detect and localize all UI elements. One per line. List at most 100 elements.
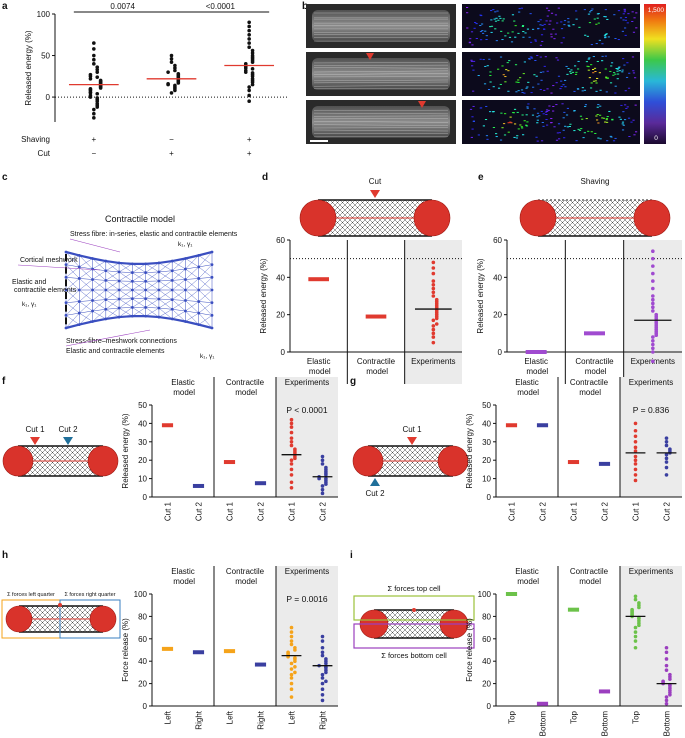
data-point — [664, 698, 669, 703]
vector — [634, 131, 638, 133]
mesh-link — [79, 266, 93, 270]
y-tick-label: 0 — [143, 493, 148, 502]
p-value: 0.0074 — [110, 2, 135, 11]
data-point — [173, 68, 177, 73]
vector — [583, 132, 586, 134]
data-point — [651, 264, 655, 268]
mesh-link — [105, 262, 120, 271]
heatmap — [462, 4, 640, 48]
mesh-link — [172, 310, 186, 320]
x-tick-label: Cut 1 — [632, 501, 641, 521]
vector — [612, 140, 616, 142]
vector — [522, 31, 525, 33]
vector — [560, 28, 564, 30]
vector — [598, 72, 601, 74]
mesh-node — [117, 288, 121, 292]
vector — [513, 123, 517, 125]
mesh-link — [65, 255, 80, 265]
vector — [591, 8, 594, 10]
data-point — [289, 681, 294, 686]
vector — [633, 77, 637, 79]
vector — [471, 44, 474, 46]
mesh-link — [158, 271, 173, 281]
vector — [505, 69, 508, 71]
mesh-node — [77, 311, 81, 315]
vector — [519, 124, 522, 126]
data-point — [243, 62, 248, 66]
y-tick-label: 100 — [478, 590, 492, 599]
vector — [532, 86, 535, 88]
data-point — [247, 28, 251, 33]
vector — [626, 22, 629, 24]
vector — [597, 22, 600, 24]
vector — [547, 10, 551, 12]
model-value — [584, 331, 605, 336]
vector — [621, 69, 624, 71]
p-value: P = 0.836 — [633, 405, 670, 415]
vector — [546, 15, 549, 17]
data-point — [250, 77, 255, 81]
vector — [537, 21, 540, 23]
vector — [471, 65, 474, 67]
vector — [611, 118, 614, 120]
vector — [595, 82, 598, 84]
mesh-node — [144, 279, 148, 283]
vector — [605, 76, 608, 78]
vector — [536, 119, 539, 121]
vector — [557, 75, 561, 77]
section-heading: Contractile model — [226, 378, 265, 397]
vector — [573, 65, 577, 67]
data-point — [92, 57, 96, 62]
vector — [499, 83, 502, 85]
fibre — [313, 112, 449, 115]
vector — [594, 80, 597, 82]
vector — [553, 38, 556, 40]
x-tick-label: Top — [508, 710, 517, 723]
data-point — [289, 443, 294, 448]
vector — [533, 108, 536, 110]
fibre — [313, 85, 449, 87]
data-point — [247, 37, 251, 41]
mesh-link — [158, 280, 173, 282]
vector — [495, 136, 498, 138]
model-value — [525, 350, 547, 354]
data-point — [95, 70, 100, 74]
y-tick-label: 0 — [46, 93, 51, 102]
vector — [503, 134, 507, 136]
mesh-node — [117, 306, 121, 310]
data-point — [633, 467, 638, 472]
x-tick-label: Cut 2 — [663, 501, 672, 521]
data-point — [431, 331, 436, 336]
mesh-node — [91, 288, 94, 292]
vector — [550, 12, 554, 14]
vector — [513, 108, 517, 110]
mesh-link — [158, 307, 173, 310]
vector — [604, 68, 607, 70]
mesh-link — [158, 280, 173, 291]
vector — [469, 108, 473, 110]
mesh-link — [145, 280, 160, 291]
mesh-link — [105, 270, 120, 282]
vector — [633, 17, 636, 19]
vector — [507, 70, 510, 72]
vector — [570, 69, 573, 71]
mesh-link — [105, 270, 120, 273]
vector — [525, 87, 528, 89]
data-point — [633, 630, 638, 634]
data-point — [320, 650, 325, 655]
vector — [486, 65, 489, 67]
panel-letter: a — [2, 1, 8, 12]
vector — [563, 24, 566, 26]
vector — [613, 14, 616, 16]
mesh-node — [184, 288, 187, 292]
section-heading: Contractile model — [357, 357, 396, 376]
mesh-node — [117, 270, 121, 274]
data-point — [92, 41, 96, 45]
data-point — [173, 63, 177, 68]
vector — [543, 65, 546, 67]
data-point — [651, 256, 655, 261]
vector — [620, 104, 623, 106]
data-point — [651, 339, 655, 343]
vector — [590, 44, 593, 46]
vector — [628, 135, 631, 137]
